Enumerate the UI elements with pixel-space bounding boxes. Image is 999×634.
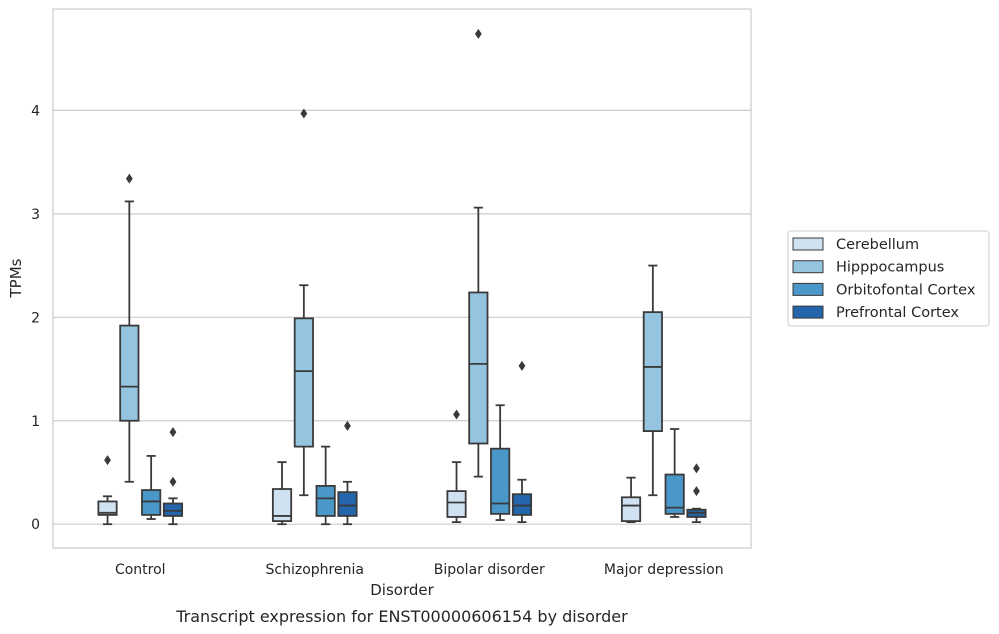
box [271, 488, 293, 523]
box [162, 502, 184, 517]
box-group [490, 404, 511, 521]
box-group [162, 427, 184, 526]
legend-swatch [792, 305, 824, 319]
outlier-point [169, 476, 177, 487]
box-group [642, 264, 663, 497]
box-group [620, 476, 642, 524]
outlier-point [453, 409, 460, 420]
box [141, 489, 162, 516]
legend: Cerebellum Hipppocampus Orbitofontal Corte… [787, 230, 990, 327]
outlier-point [104, 455, 111, 466]
outlier-point [300, 108, 308, 119]
box-group [315, 445, 336, 526]
x-axis-title: Disorder [370, 581, 434, 599]
box-group [119, 173, 140, 483]
x-tick-label: Bipolar disorder [434, 562, 545, 578]
box-group [97, 455, 118, 526]
box [642, 311, 663, 432]
box-group [511, 360, 533, 524]
outlier-point [125, 173, 133, 184]
x-tick-label: Control [115, 562, 166, 578]
box [293, 317, 314, 448]
box [511, 493, 533, 516]
legend-frame [787, 230, 990, 327]
outlier-point [169, 427, 177, 438]
box-group [446, 409, 467, 524]
box [446, 490, 467, 518]
y-tick-label: 0 [31, 517, 40, 533]
y-axis-title: TPMs [7, 258, 25, 298]
legend-label: Cerebellum [836, 237, 919, 253]
legend-label: Prefrontal Cortex [836, 305, 959, 321]
x-tick-label: Major depression [604, 562, 724, 578]
outlier-point [474, 28, 482, 39]
legend-label: Hipppocampus [836, 260, 944, 276]
legend-swatch [792, 260, 824, 274]
y-tick-label: 4 [31, 103, 40, 119]
box [468, 291, 489, 445]
box [337, 491, 358, 517]
box-group [293, 108, 314, 497]
chart-caption: Transcript expression for ENST0000060615… [175, 607, 628, 626]
y-tick-label: 2 [31, 310, 40, 326]
box-group [686, 463, 707, 524]
y-tick-labels: 0 1 2 3 4 [31, 103, 40, 533]
box [97, 500, 118, 516]
legend-swatch [792, 282, 824, 296]
box-group [468, 28, 489, 478]
x-tick-label: Schizophrenia [266, 562, 364, 578]
box [119, 324, 140, 422]
box-group [337, 420, 358, 526]
box-group [271, 461, 293, 526]
outlier-point [344, 420, 351, 431]
y-tick-label: 3 [31, 207, 40, 223]
y-tick-label: 1 [31, 414, 40, 430]
x-tick-labels: Control Schizophrenia Bipolar disorder Majo… [115, 562, 724, 578]
box-group [664, 428, 685, 518]
outlier-point [693, 463, 700, 474]
box [315, 485, 336, 517]
plot-frame [52, 8, 752, 549]
legend-label: Orbitofontal Cortex [836, 282, 976, 298]
box [664, 473, 685, 515]
box [620, 496, 642, 523]
legend-swatch [792, 237, 824, 251]
outlier-point [518, 360, 526, 371]
box [490, 447, 511, 515]
outlier-point [693, 486, 700, 497]
gridlines [53, 109, 751, 525]
boxplots [97, 28, 707, 526]
box-group [141, 455, 162, 520]
